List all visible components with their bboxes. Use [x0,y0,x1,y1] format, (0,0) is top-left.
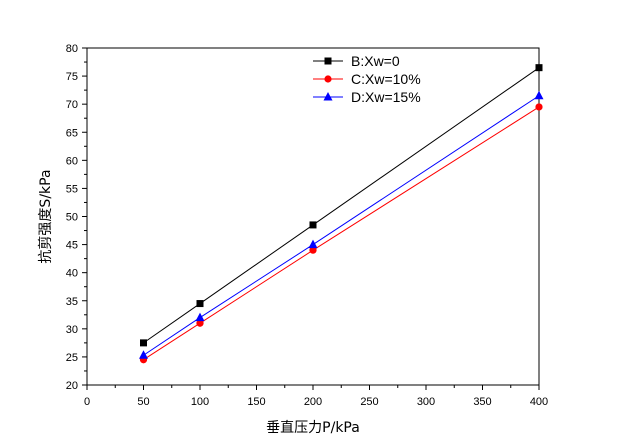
data-point [535,64,543,72]
legend-item: B:Xw=0 [313,53,400,69]
legend-marker [324,75,332,83]
x-tick-label: 200 [304,396,322,408]
y-tick-label: 75 [66,71,78,83]
legend: B:Xw=0 C:Xw=10% D:Xw=15% [313,53,421,105]
series-line [143,106,540,361]
legend-label: D:Xw=15% [351,89,421,105]
legend-item: C:Xw=10% [313,71,421,87]
y-tick-label: 50 [66,212,78,224]
data-point [140,339,147,347]
legend-marker [323,92,333,101]
x-tick-label: 300 [417,396,435,408]
x-tick-label: 0 [84,396,90,408]
series-layer [139,64,544,364]
data-point [534,90,544,100]
x-tick-label: 400 [530,396,548,408]
series-2 [139,103,543,364]
y-tick-label: 45 [66,240,78,252]
series-1 [140,64,543,347]
legend-marker [324,57,332,65]
data-point [535,103,543,111]
data-point [308,239,318,249]
x-tick-label: 150 [247,396,265,408]
data-point [309,221,317,229]
data-point [309,246,317,254]
series-3 [139,90,544,359]
data-point [139,350,148,359]
y-tick-label: 25 [66,352,78,364]
y-tick-label: 60 [66,155,78,167]
x-axis-title: 垂直压力P/kPa [266,419,360,436]
data-point [196,319,204,327]
series-line [143,95,540,356]
legend-item: D:Xw=15% [313,89,421,105]
y-tick-label: 80 [66,43,78,55]
y-tick-label: 65 [66,127,78,139]
data-point [196,300,204,308]
data-point [195,312,205,322]
axes: 0 50 100 150 200 250 300 350 400 20 25 30 35 40 45 50 55… [66,43,548,408]
x-tick-label: 50 [137,396,149,408]
y-tick-label: 20 [66,380,78,392]
y-tick-label: 30 [66,324,78,336]
y-tick-label: 40 [66,268,78,280]
x-tick-label: 250 [360,396,378,408]
y-axis-title: 抗剪强度S/kPa [38,169,54,263]
y-tick-label: 70 [66,99,78,111]
legend-label: C:Xw=10% [351,71,421,87]
x-tick-label: 350 [473,396,491,408]
series-line [143,67,540,344]
y-tick-label: 35 [66,296,78,308]
legend-label: B:Xw=0 [351,53,400,69]
y-tick-label: 55 [66,183,78,195]
x-tick-label: 100 [191,396,209,408]
